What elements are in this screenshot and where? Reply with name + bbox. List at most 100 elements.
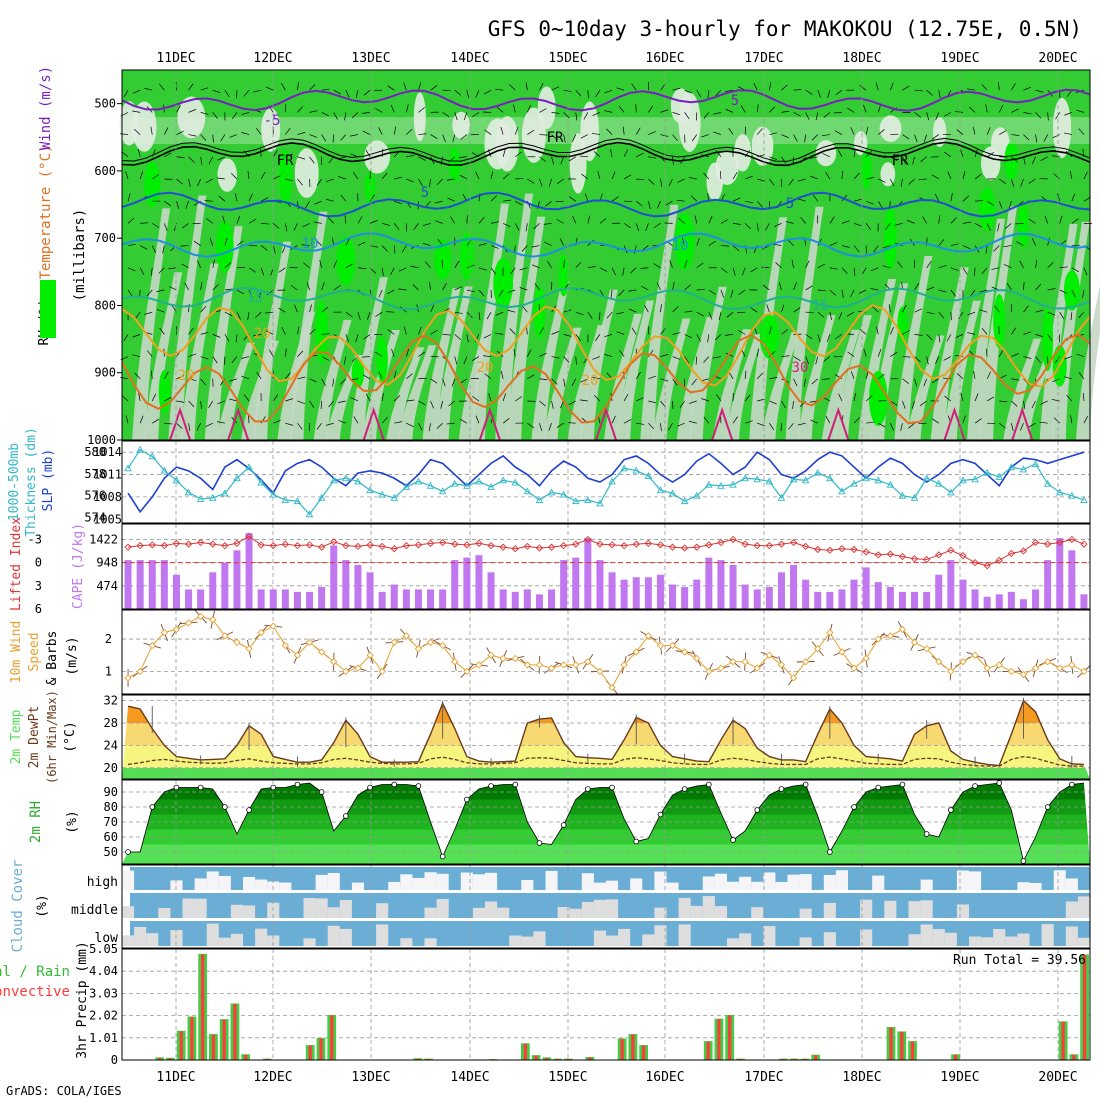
cape-bar (124, 560, 132, 609)
cloud-cover-block (678, 897, 691, 918)
upper-wind-barb (974, 173, 982, 180)
upper-wind-barb (1059, 266, 1068, 269)
upper-wind-barb (623, 223, 631, 229)
upper-wind-barb (781, 84, 788, 91)
rh-point (754, 807, 761, 813)
precip-convective-bar (1083, 954, 1087, 1060)
upper-wind-barb (853, 172, 860, 180)
upper-wind-barb (973, 370, 976, 379)
upper-wind-barb (744, 394, 751, 402)
upper-wind-barb (509, 328, 516, 335)
rh-dry-patch (715, 149, 739, 185)
upper-wind-barb (811, 134, 818, 141)
upper-wind-barb (509, 84, 516, 91)
upper-wind-barb (253, 89, 262, 93)
rh-point (197, 784, 204, 791)
lifted-index-point (172, 539, 181, 547)
cloud-cover-block (122, 870, 135, 890)
cape-bar (1007, 591, 1015, 609)
upper-wind-barb (568, 156, 576, 162)
upper-wind-barb (454, 89, 462, 96)
upper-wind-barb (515, 151, 522, 158)
upper-wind-barb (672, 134, 678, 142)
wind10m-speed-point (1068, 661, 1076, 669)
upper-wind-barb (362, 356, 371, 358)
upper-wind-barb (732, 416, 738, 424)
upper-wind-barb (260, 267, 265, 276)
thickness-point (124, 464, 132, 472)
upper-wind-barb (121, 151, 129, 158)
upper-wind-barb (580, 134, 589, 139)
upper-wind-barb (985, 245, 988, 254)
upper-wind-barb (676, 199, 685, 202)
upper-wind-barb (321, 356, 329, 361)
upper-wind-barb (366, 312, 371, 320)
lifted-index-point (596, 540, 604, 548)
thickness-point (898, 491, 907, 499)
upper-wind-barb (668, 178, 673, 187)
wind10m-speed-point (862, 654, 870, 663)
upper-wind-barb (525, 82, 528, 91)
upper-wind-barb (956, 373, 964, 380)
upper-wind-barb (466, 215, 468, 224)
upper-wind-barb (745, 200, 754, 204)
wind10m-speed-point (402, 632, 410, 640)
upper-wind-barb (568, 400, 576, 406)
upper-wind-barb (418, 82, 422, 91)
upper-wind-barb (1006, 283, 1012, 291)
upper-wind-barb (858, 289, 867, 294)
lifted-index-point (983, 562, 991, 570)
lifted-index-point (463, 541, 471, 549)
upper-wind-barb (188, 400, 195, 408)
upper-wind-barb (224, 89, 230, 98)
upper-wind-barb (972, 126, 976, 135)
upper-wind-barb (728, 127, 734, 135)
upper-wind-barb (825, 172, 831, 180)
upper-wind-barb (381, 245, 388, 252)
upper-wind-barb (938, 265, 947, 269)
upper-wind-barb (958, 311, 964, 320)
thickness-point (426, 481, 435, 489)
upper-wind-barb (1011, 134, 1020, 136)
upper-wind-barb (362, 112, 371, 114)
upper-wind-barb (248, 218, 257, 224)
rh-point (730, 837, 736, 843)
upper-wind-barb (841, 170, 843, 180)
upper-wind-barb (393, 370, 397, 379)
cape-bar (632, 577, 640, 609)
wind10m-speed-point (305, 638, 314, 646)
upper-wind-barb (248, 289, 253, 298)
upper-wind-barb (247, 312, 250, 321)
upper-wind-barb (781, 355, 790, 357)
cloud-cover-block (533, 931, 546, 946)
cape-bar (935, 574, 943, 609)
upper-wind-barb (321, 378, 326, 386)
upper-wind-barb (829, 312, 833, 321)
thickness-point (838, 487, 846, 495)
cloud-cover-block (944, 932, 957, 946)
rh-point (464, 796, 470, 803)
upper-wind-barb (974, 267, 976, 276)
upper-wind-barb (1044, 215, 1048, 224)
upper-wind-barb (515, 396, 523, 402)
contour-label: FR (547, 130, 564, 146)
temp-fill-band (122, 767, 1090, 779)
upper-wind-barb (525, 223, 528, 232)
wind10m-speed-point (439, 641, 447, 650)
upper-wind-barb (707, 90, 710, 99)
lifted-index-point (209, 540, 217, 548)
upper-wind-barb (224, 237, 228, 246)
upper-wind-barb (531, 245, 540, 248)
upper-wind-barb (454, 334, 461, 340)
upper-wind-barb (781, 329, 788, 335)
rh-dry-streak (216, 342, 255, 440)
thickness-point (1080, 496, 1088, 503)
upper-wind-barb (454, 112, 458, 121)
upper-wind-barb (539, 327, 544, 335)
upper-wind-barb (847, 107, 855, 113)
upper-wind-barb (200, 400, 202, 409)
upper-wind-barb (522, 305, 528, 313)
rh-point (222, 804, 228, 810)
upper-wind-barb (902, 156, 906, 165)
